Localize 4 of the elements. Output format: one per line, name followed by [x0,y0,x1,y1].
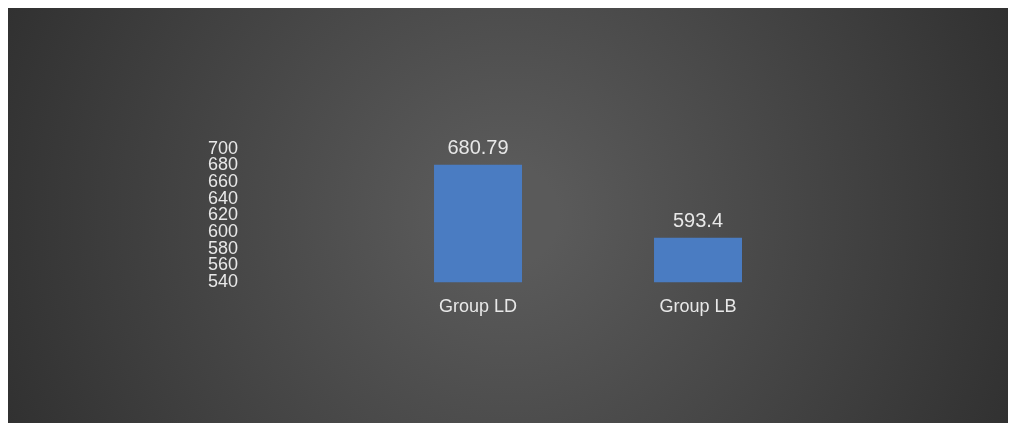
data-label: 680.79 [447,136,509,159]
x-tick-label: Group LB [659,295,737,316]
x-tick-label: Group LD [439,295,518,316]
data-label: 593.4 [672,209,724,232]
